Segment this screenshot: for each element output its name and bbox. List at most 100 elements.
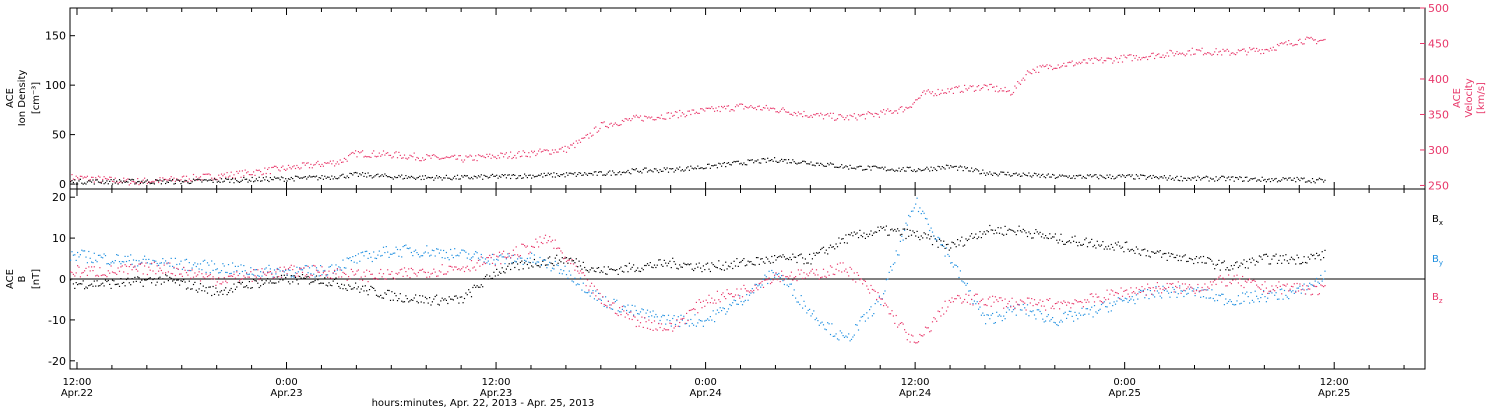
- bz-point: [422, 268, 424, 270]
- bx-point: [863, 232, 865, 234]
- by-point: [666, 319, 668, 321]
- by-point: [1106, 306, 1108, 308]
- density-point: [989, 171, 991, 173]
- density-point: [532, 174, 534, 176]
- velocity-point: [1232, 52, 1234, 54]
- velocity-point: [952, 92, 954, 94]
- velocity-point: [430, 157, 432, 159]
- bx-point: [374, 289, 376, 292]
- bx-point: [85, 286, 87, 288]
- density-point: [983, 172, 985, 174]
- velocity-point: [195, 176, 197, 178]
- bz-point: [1219, 275, 1221, 277]
- bz-point: [158, 270, 160, 272]
- velocity-point: [382, 150, 385, 152]
- by-point: [670, 325, 672, 327]
- bz-point: [1323, 286, 1325, 288]
- velocity-point: [431, 154, 433, 156]
- velocity-point: [1246, 54, 1248, 56]
- bz-point: [1000, 297, 1002, 299]
- bz-point: [761, 280, 763, 283]
- bz-point: [563, 258, 565, 260]
- bx-point: [982, 233, 984, 235]
- velocity-point: [831, 117, 833, 119]
- velocity-point: [641, 119, 643, 121]
- velocity-point: [211, 177, 213, 179]
- by-point: [160, 262, 162, 264]
- bx-point: [920, 235, 922, 237]
- velocity-point: [877, 113, 879, 115]
- density-point: [220, 178, 223, 180]
- by-point: [744, 299, 746, 301]
- density-point: [821, 163, 823, 166]
- density-point: [757, 159, 759, 161]
- by-point: [1148, 298, 1150, 300]
- bz-point: [992, 295, 994, 297]
- density-point: [169, 179, 171, 181]
- bz-point: [86, 274, 88, 276]
- by-point: [637, 313, 639, 315]
- velocity-point: [610, 122, 612, 124]
- velocity-point: [267, 168, 269, 170]
- bz-point: [927, 327, 929, 329]
- density-point: [753, 162, 755, 164]
- bz-point: [771, 281, 773, 283]
- velocity-point: [845, 117, 847, 119]
- bx-point: [389, 299, 392, 301]
- velocity-point: [898, 108, 900, 110]
- by-point: [1244, 293, 1246, 295]
- velocity-point: [1214, 51, 1216, 53]
- bz-point: [267, 272, 269, 274]
- bx-point: [205, 287, 207, 289]
- velocity-point: [1075, 62, 1077, 64]
- by-point: [287, 269, 290, 271]
- by-point: [989, 318, 991, 320]
- density-point: [156, 179, 158, 182]
- density-point: [1047, 173, 1049, 175]
- velocity-point: [124, 180, 126, 182]
- bz-point: [1281, 293, 1283, 295]
- bx-point: [1008, 228, 1010, 230]
- by-point: [1183, 295, 1185, 298]
- density-point: [620, 174, 622, 176]
- bz-point: [698, 299, 700, 301]
- bz-point: [848, 275, 850, 277]
- velocity-point: [85, 176, 87, 179]
- bz-point: [1134, 292, 1136, 294]
- density-point: [74, 179, 76, 181]
- by-point: [180, 260, 182, 262]
- density-point: [430, 177, 432, 179]
- bz-point: [1014, 308, 1016, 310]
- velocity-point: [927, 89, 929, 91]
- density-point: [1313, 180, 1315, 183]
- by-point: [852, 336, 854, 338]
- velocity-point: [246, 172, 248, 174]
- by-point: [595, 290, 597, 292]
- density-point: [835, 166, 837, 168]
- bx-point: [176, 279, 178, 281]
- by-point: [1314, 280, 1316, 282]
- density-point: [1295, 181, 1297, 183]
- bx-point: [1134, 252, 1136, 254]
- by-point: [775, 273, 777, 275]
- bz-point: [199, 280, 202, 282]
- density-point: [339, 175, 341, 177]
- by-point: [205, 271, 207, 273]
- velocity-point: [1082, 59, 1084, 61]
- by-point: [244, 270, 246, 272]
- velocity-point: [829, 112, 832, 114]
- density-point: [279, 179, 281, 181]
- density-point: [775, 160, 777, 162]
- density-point: [531, 177, 533, 179]
- velocity-point: [359, 152, 361, 154]
- velocity-point: [996, 85, 998, 87]
- bz-point: [191, 269, 193, 271]
- bx-point: [1244, 267, 1246, 269]
- by-point: [199, 263, 202, 265]
- density-point: [1204, 176, 1206, 179]
- velocity-point: [1186, 53, 1188, 55]
- velocity-point: [250, 174, 252, 176]
- bx-point: [197, 291, 199, 293]
- by-point: [131, 263, 133, 265]
- bz-point: [356, 270, 358, 272]
